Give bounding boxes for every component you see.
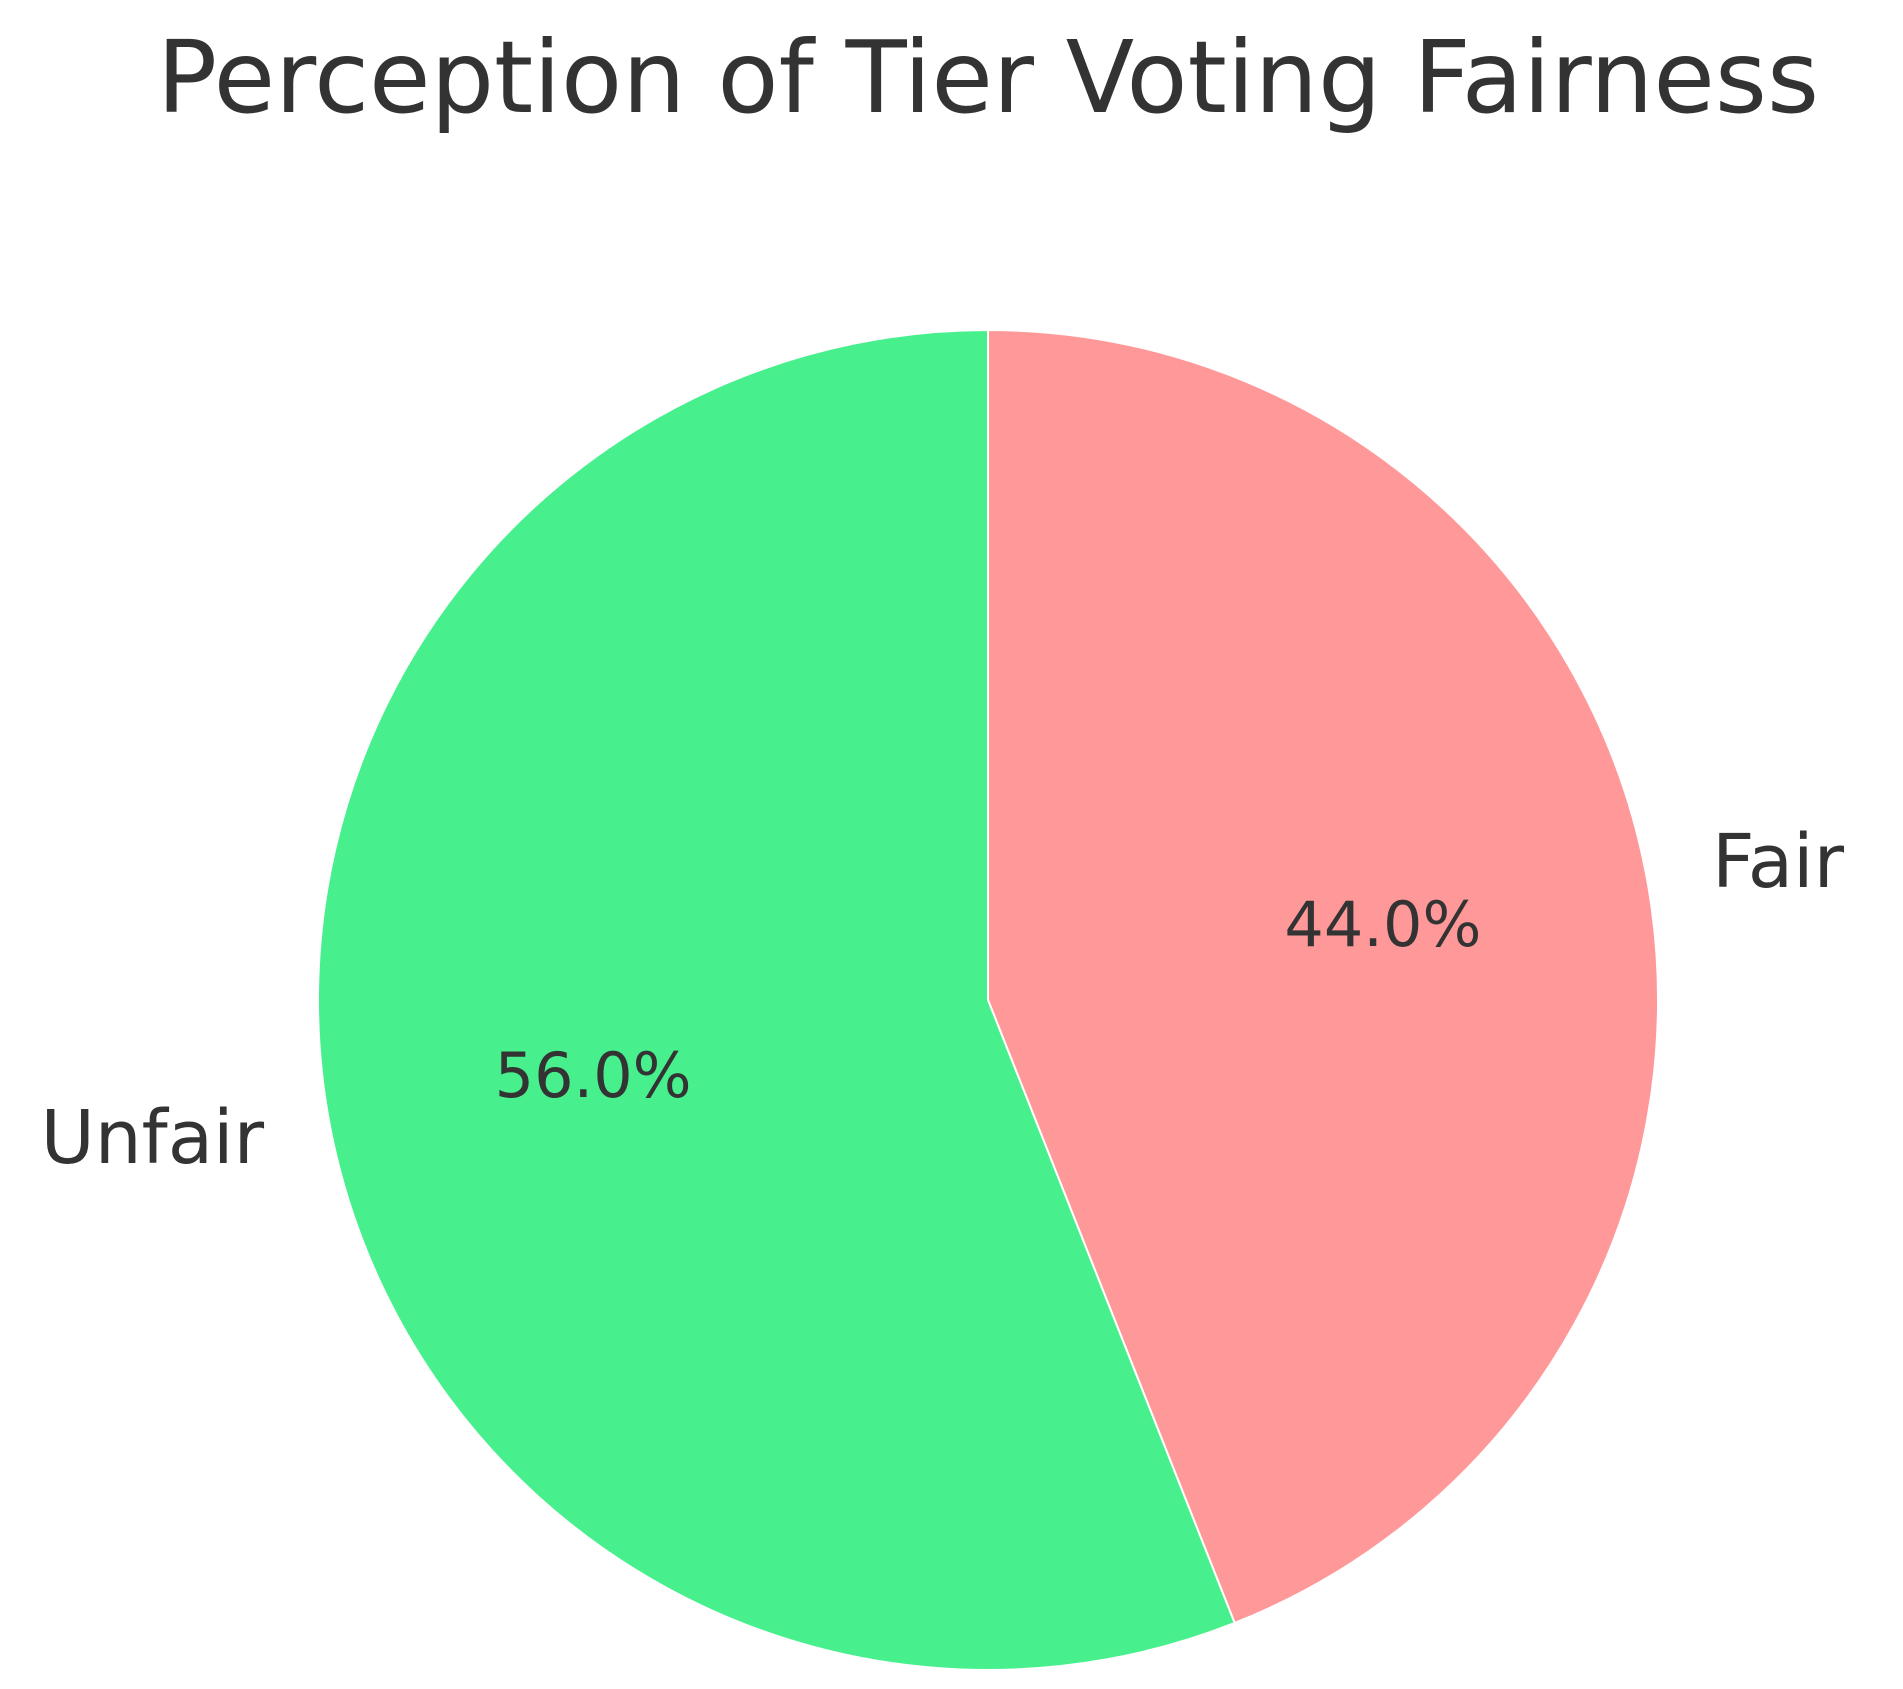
- pie-category-label-unfair: Unfair: [41, 1095, 265, 1181]
- chart-title: Perception of Tier Voting Fairness: [157, 19, 1819, 136]
- pie-labels: 44.0% Fair 56.0% Unfair: [41, 819, 1845, 1181]
- pie-slice-fair: [987, 328, 1659, 1625]
- pie-slices: [316, 328, 1659, 1671]
- pie-category-label-fair: Fair: [1712, 819, 1845, 905]
- pie-percent-label-fair: 44.0%: [1284, 888, 1481, 961]
- pie-slice-unfair: [316, 328, 1236, 1671]
- pie-percent-label-unfair: 56.0%: [495, 1039, 692, 1112]
